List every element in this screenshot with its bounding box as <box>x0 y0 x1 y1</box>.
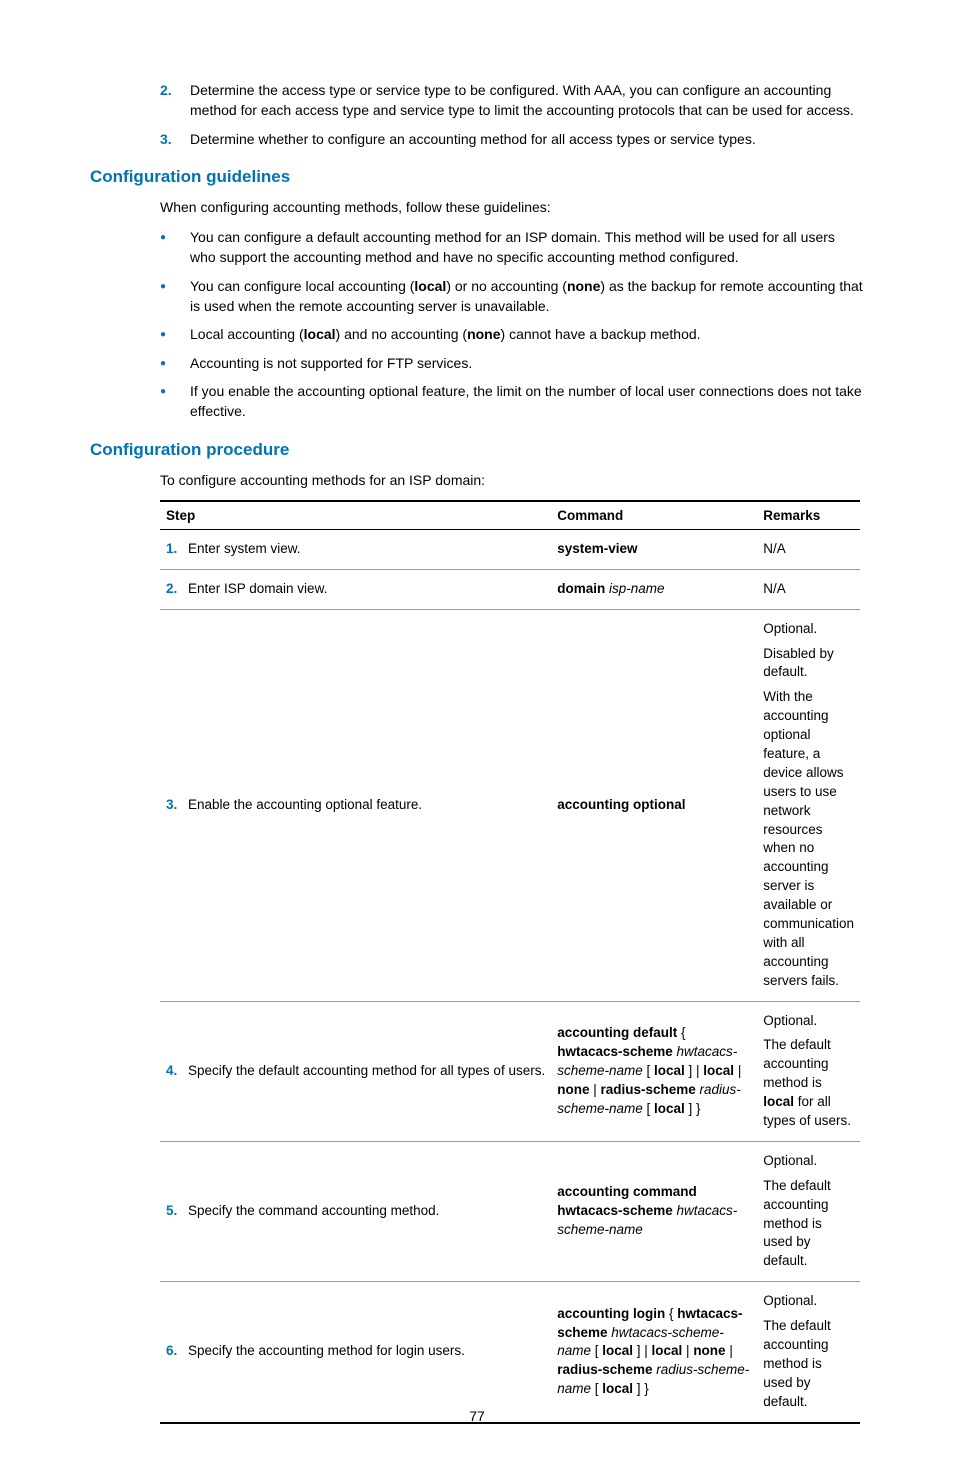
table-row: 1.Enter system view.system-viewN/A <box>160 529 860 569</box>
cell-remarks: Optional.The default accounting method i… <box>757 1141 860 1281</box>
table-row: 4.Specify the default accounting method … <box>160 1001 860 1141</box>
bullet-item: ●You can configure local accounting (loc… <box>160 276 864 317</box>
procedure-lead: To configure accounting methods for an I… <box>160 470 864 490</box>
bullet-dot-icon: ● <box>160 324 190 344</box>
intro-list: 2.Determine the access type or service t… <box>160 80 864 149</box>
bullet-text: Local accounting (local) and no accounti… <box>190 324 864 344</box>
bullet-item: ●Local accounting (local) and no account… <box>160 324 864 344</box>
bullet-dot-icon: ● <box>160 381 190 422</box>
intro-list-item: 3.Determine whether to configure an acco… <box>160 129 864 149</box>
remarks-block: N/A <box>763 580 854 599</box>
cell-command: system-view <box>551 529 757 569</box>
step-number: 3. <box>166 796 188 815</box>
bullet-item: ●Accounting is not supported for FTP ser… <box>160 353 864 373</box>
table-row: 5.Specify the command accounting method.… <box>160 1141 860 1281</box>
cell-remarks: Optional.The default accounting method i… <box>757 1001 860 1141</box>
guidelines-heading: Configuration guidelines <box>90 167 864 187</box>
remarks-block: Optional.The default accounting method i… <box>763 1012 854 1131</box>
guidelines-lead: When configuring accounting methods, fol… <box>160 197 864 217</box>
bullet-text: You can configure a default accounting m… <box>190 227 864 268</box>
step-text: Enter ISP domain view. <box>188 581 327 596</box>
cell-step: 2.Enter ISP domain view. <box>160 569 551 609</box>
step-text: Enable the accounting optional feature. <box>188 797 422 812</box>
cell-command: accounting command hwtacacs-scheme hwtac… <box>551 1141 757 1281</box>
bullet-text: You can configure local accounting (loca… <box>190 276 864 317</box>
step-text: Enter system view. <box>188 541 301 556</box>
cell-command: domain isp-name <box>551 569 757 609</box>
cell-remarks: N/A <box>757 529 860 569</box>
remarks-block: Optional.The default accounting method i… <box>763 1292 854 1411</box>
cell-remarks: Optional.Disabled by default.With the ac… <box>757 609 860 1001</box>
header-remarks: Remarks <box>757 501 860 530</box>
intro-list-item: 2.Determine the access type or service t… <box>160 80 864 121</box>
bullet-dot-icon: ● <box>160 276 190 317</box>
table-row: 6.Specify the accounting method for logi… <box>160 1282 860 1423</box>
list-text: Determine whether to configure an accoun… <box>190 129 864 149</box>
cell-command: accounting optional <box>551 609 757 1001</box>
bullet-item: ●You can configure a default accounting … <box>160 227 864 268</box>
step-text: Specify the default accounting method fo… <box>188 1063 545 1078</box>
cell-remarks: N/A <box>757 569 860 609</box>
cell-step: 4.Specify the default accounting method … <box>160 1001 551 1141</box>
step-number: 4. <box>166 1062 188 1081</box>
cell-step: 5.Specify the command accounting method. <box>160 1141 551 1281</box>
page: 2.Determine the access type or service t… <box>0 0 954 1464</box>
table-header-row: Step Command Remarks <box>160 501 860 530</box>
remarks-block: Optional.Disabled by default.With the ac… <box>763 620 854 991</box>
table-row: 2.Enter ISP domain view.domain isp-nameN… <box>160 569 860 609</box>
cell-remarks: Optional.The default accounting method i… <box>757 1282 860 1423</box>
cell-step: 6.Specify the accounting method for logi… <box>160 1282 551 1423</box>
bullet-dot-icon: ● <box>160 353 190 373</box>
remarks-block: N/A <box>763 540 854 559</box>
bullet-item: ●If you enable the accounting optional f… <box>160 381 864 422</box>
table-row: 3.Enable the accounting optional feature… <box>160 609 860 1001</box>
guidelines-bullets: ●You can configure a default accounting … <box>160 227 864 421</box>
bullet-dot-icon: ● <box>160 227 190 268</box>
step-number: 5. <box>166 1202 188 1221</box>
step-number: 2. <box>166 580 188 599</box>
procedure-table: Step Command Remarks 1.Enter system view… <box>160 500 860 1424</box>
list-number: 2. <box>160 80 190 121</box>
procedure-heading: Configuration procedure <box>90 440 864 460</box>
step-number: 1. <box>166 540 188 559</box>
remarks-block: Optional.The default accounting method i… <box>763 1152 854 1271</box>
list-text: Determine the access type or service typ… <box>190 80 864 121</box>
step-text: Specify the accounting method for login … <box>188 1343 465 1358</box>
cell-step: 3.Enable the accounting optional feature… <box>160 609 551 1001</box>
cell-step: 1.Enter system view. <box>160 529 551 569</box>
cell-command: accounting login { hwtacacs-scheme hwtac… <box>551 1282 757 1423</box>
step-number: 6. <box>166 1342 188 1361</box>
bullet-text: Accounting is not supported for FTP serv… <box>190 353 864 373</box>
header-command: Command <box>551 501 757 530</box>
step-text: Specify the command accounting method. <box>188 1203 439 1218</box>
header-step: Step <box>160 501 551 530</box>
cell-command: accounting default { hwtacacs-scheme hwt… <box>551 1001 757 1141</box>
bullet-text: If you enable the accounting optional fe… <box>190 381 864 422</box>
list-number: 3. <box>160 129 190 149</box>
page-number: 77 <box>0 1408 954 1424</box>
